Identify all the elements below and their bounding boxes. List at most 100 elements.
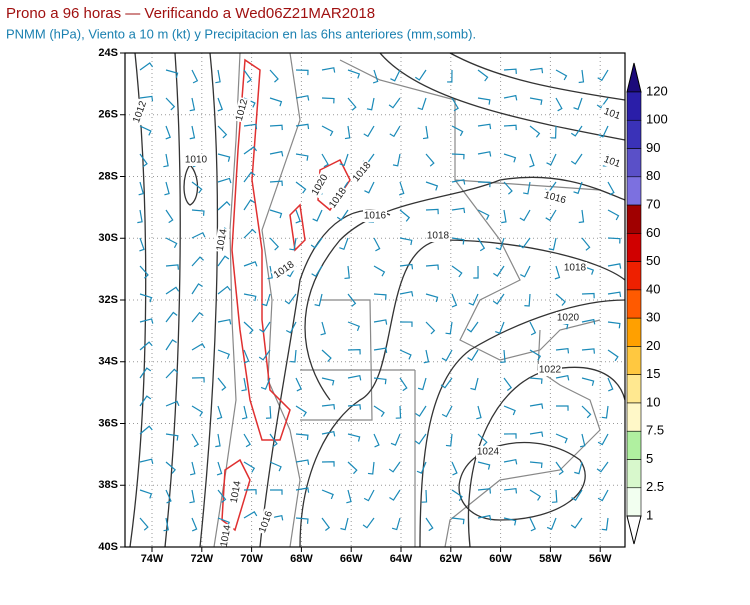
wind-barb [555,97,563,112]
wind-barb [191,209,205,216]
wind-barb [362,517,375,529]
wind-barb [290,349,297,363]
wind-barb [216,461,223,476]
wind-barb [555,461,564,476]
contour-label: 1014 [229,480,244,504]
wind-barb [139,125,152,136]
wind-barb [416,461,427,474]
wind-barb [367,461,375,475]
lon-label: 74W [141,553,164,565]
wind-barb [259,321,271,333]
wind-barb [607,181,615,196]
wind-barb [139,265,149,279]
contour-labels: 1012 101210101014102010181018101610181016… [130,96,626,549]
wind-barb [321,404,336,410]
contour-label: 1022 [539,365,562,376]
wind-barb [295,153,309,161]
contour-label: 1020 [557,313,580,324]
wind-barb [191,433,200,448]
wind-barb [500,349,506,363]
wind-barb [269,180,283,186]
wind-barb [555,347,570,354]
wind-barb [597,489,609,502]
wind-barb [139,425,153,435]
wind-barb [243,349,250,364]
subtitle: PNMM (hPa), Viento a 10 m (kt) y Precipi… [6,26,476,41]
contour-label: 1024 [477,447,500,458]
isobars [129,52,626,548]
wind-barb [503,94,518,101]
colorbar-box [626,233,642,262]
wind-barb [573,97,583,111]
lon-label: 62W [439,553,462,565]
contour-label-bg [130,98,150,126]
wind-barb [551,489,558,503]
wind-barb [503,124,517,131]
title: Prono a 96 horas — Verificando a Wed06Z2… [6,5,375,22]
wind-barb [451,237,465,245]
contour-label-bg [326,184,350,212]
contour-label-bg [556,312,580,324]
lon-label: 64W [390,553,413,565]
wind-barb [445,433,453,447]
isobar [164,52,181,548]
wind-barb [414,433,427,445]
wind-barb [243,489,257,495]
wind-barb [372,69,379,84]
wind-barb [601,405,609,419]
wind-barb [165,368,179,379]
wind-barb [581,348,595,354]
wind-barb [295,517,309,524]
wind-barb [258,349,271,361]
wind-barb [321,67,336,73]
wind-barb [191,256,204,267]
wind-barb [503,433,517,439]
wind-barb [165,339,177,351]
wind-barb [344,265,350,280]
wind-barb [425,293,439,303]
wind-barb [295,69,309,76]
colorbar-end [626,515,642,545]
wind-barb [321,153,329,168]
wind-barb [398,181,405,196]
wind-barb [347,404,362,410]
isobar [458,441,586,521]
wind-barb [215,433,221,448]
wind-barb [550,125,557,139]
wind-barb [243,199,255,211]
colorbar-label: 70 [646,197,660,212]
wind-barb [441,349,453,362]
grid [125,53,625,547]
wind-barb [344,125,351,140]
lat-label: 32S [98,294,118,306]
wind-barb [137,209,143,224]
isobar [449,52,626,101]
wind-barb [529,489,541,501]
wind-barb [217,377,227,391]
wind-barb [578,209,585,224]
wind-barb [163,153,169,168]
wind-barb [165,400,180,407]
wind-barb [189,461,196,476]
wind-barb [415,405,427,417]
wind-barb [269,433,278,448]
wind-barb [347,293,357,307]
wind-barb [607,237,621,244]
wind-barb [269,97,283,107]
contour-label-bg [363,210,387,222]
wind-barb [389,125,401,138]
wind-barb [265,405,272,419]
wind-barb [555,374,570,381]
contour-label-bg [538,364,562,376]
wind-barb [295,209,301,224]
contour-label-bg [598,152,626,172]
contour-label-bg [214,227,230,253]
wind-barb [421,489,428,503]
wind-barb [165,433,179,441]
wind-barb [477,209,490,220]
wind-barb [555,433,568,444]
wind-barb [269,124,283,131]
wind-barb [607,209,620,221]
wind-barb [451,153,465,160]
wind-barb [555,405,569,411]
